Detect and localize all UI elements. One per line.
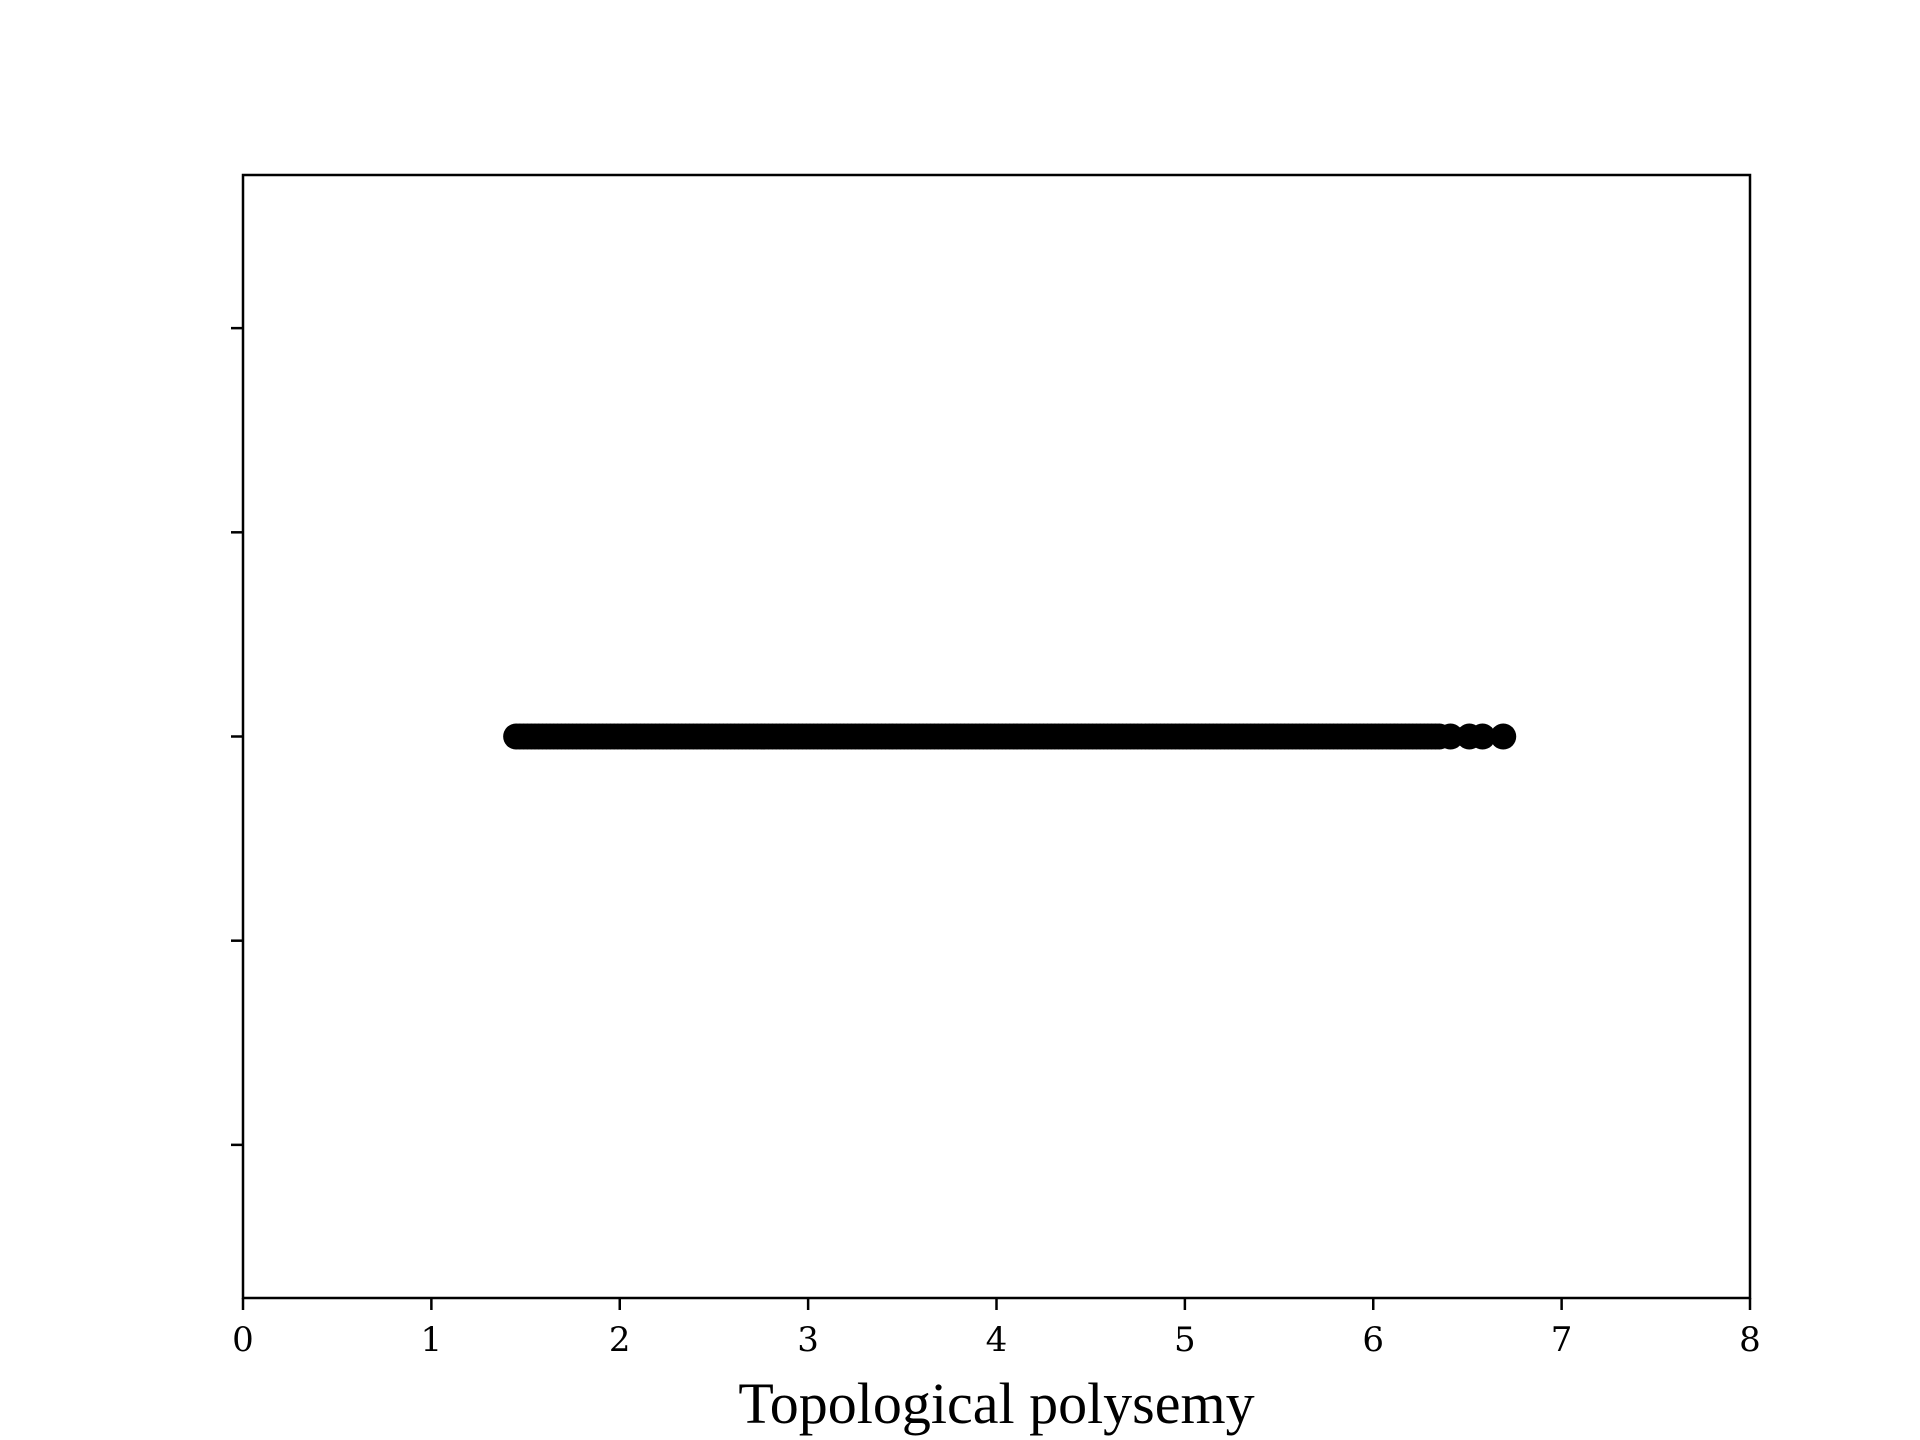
data-point [1490, 723, 1517, 750]
x-tick-label: 8 [1739, 1320, 1761, 1360]
y-axis-ticks [231, 326, 243, 1147]
data-point [1437, 723, 1464, 750]
x-tick-label: 3 [797, 1320, 819, 1360]
data-point [1469, 723, 1496, 750]
data-points [503, 723, 1517, 750]
x-tick-label: 4 [986, 1320, 1008, 1360]
x-axis-ticks: 0 1 2 3 4 5 6 7 8 [232, 1298, 1761, 1360]
x-tick-label: 0 [232, 1320, 254, 1360]
x-tick-label: 6 [1362, 1320, 1384, 1360]
x-tick-label: 2 [609, 1320, 631, 1360]
x-tick-label: 5 [1174, 1320, 1196, 1360]
x-tick-label: 1 [421, 1320, 443, 1360]
x-axis-title: Topological polysemy [738, 1371, 1254, 1436]
x-tick-label: 7 [1551, 1320, 1573, 1360]
